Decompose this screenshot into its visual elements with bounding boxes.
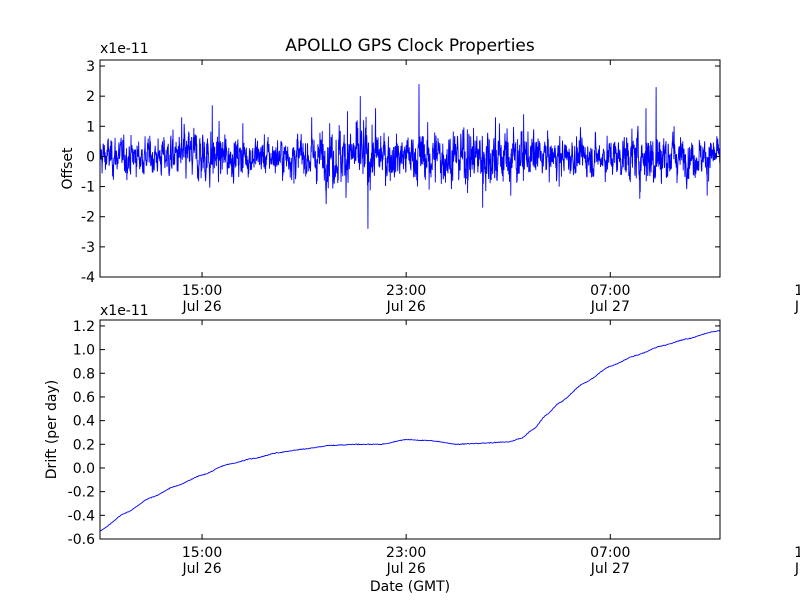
y-tick-label: 0.0 (73, 461, 95, 477)
y-tick-label: 0.6 (73, 390, 95, 406)
y-tick-label: 0.2 (73, 437, 95, 453)
drift-y-axis: -0.6 -0.4 -0.2 0.0 0.2 0.4 0.6 0.8 1.0 1.2 (68, 319, 720, 548)
x-tick-label-time: 15:00 (794, 545, 800, 561)
y-tick-label: -2 (81, 210, 95, 226)
y-tick-label: -0.2 (68, 485, 95, 501)
x-axis-label: Date (GMT) (370, 579, 450, 595)
chart-title: APOLLO GPS Clock Properties (285, 36, 535, 56)
x-tick-label-time: 15:00 (182, 283, 222, 299)
x-tick-label-time: 23:00 (386, 545, 426, 561)
x-tick-label-date: Jul 26 (181, 299, 221, 315)
offset-line (99, 84, 721, 229)
x-tick-label-date: Jul 26 (386, 561, 426, 577)
offset-series (99, 84, 721, 229)
x-tick-label-date: Jul 27 (590, 299, 630, 315)
y-tick-label: -0.4 (68, 508, 95, 524)
y-tick-label: 1 (86, 119, 95, 135)
x-tick-label-date: Jul 27 (794, 561, 800, 577)
drift-exponent-label: x1e-11 (100, 303, 149, 319)
drift-series (99, 329, 721, 532)
x-tick-label-date: Jul 27 (590, 561, 630, 577)
x-tick-label-time: 23:00 (386, 283, 426, 299)
y-tick-label: -1 (81, 180, 95, 196)
offset-y-axis: -4 -3 -2 -1 0 1 2 3 (81, 59, 720, 286)
x-tick-label-time: 15:00 (794, 283, 800, 299)
y-tick-label: 2 (86, 89, 95, 105)
drift-panel: -0.6-0.4-0.20.00.20.40.60.81.01.2 15:00J… (44, 303, 800, 577)
x-tick-label-time: 07:00 (590, 545, 630, 561)
offset-axes-frame (99, 59, 721, 278)
y-tick-label: 1.2 (73, 319, 95, 335)
x-tick-label-date: Jul 27 (794, 299, 800, 315)
offset-y-axis-label: Offset (60, 147, 76, 190)
offset-plot-area (100, 60, 720, 277)
y-tick-label: 0.4 (73, 414, 95, 430)
x-tick-label-date: Jul 26 (386, 299, 426, 315)
y-tick-label: 1.0 (73, 343, 95, 359)
offset-exponent-label: x1e-11 (100, 41, 149, 57)
y-tick-label: 0.8 (73, 366, 95, 382)
x-tick-label-date: Jul 26 (181, 561, 221, 577)
drift-y-axis-label: Drift (per day) (44, 380, 60, 479)
x-tick-label-time: 15:00 (182, 545, 222, 561)
y-tick-label: -3 (81, 240, 95, 256)
y-tick-label: 3 (86, 59, 95, 75)
drift-line (99, 329, 721, 532)
x-tick-label-time: 07:00 (590, 283, 630, 299)
y-tick-label: -0.6 (68, 532, 95, 548)
y-tick-label: -4 (81, 270, 95, 286)
y-tick-label: 0 (86, 149, 95, 165)
drift-axes-frame (99, 319, 721, 540)
drift-plot-area (100, 320, 720, 539)
